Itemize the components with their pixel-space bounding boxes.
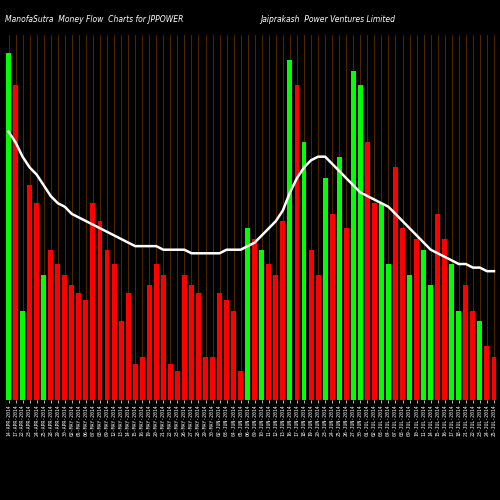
- Bar: [484, 346, 490, 400]
- Bar: [238, 372, 243, 400]
- Bar: [274, 275, 278, 400]
- Bar: [147, 286, 152, 400]
- Bar: [414, 239, 419, 400]
- Bar: [224, 300, 229, 400]
- Bar: [421, 250, 426, 400]
- Bar: [308, 250, 314, 400]
- Bar: [189, 286, 194, 400]
- Bar: [365, 142, 370, 400]
- Bar: [154, 264, 158, 400]
- Bar: [344, 228, 348, 400]
- Bar: [98, 221, 102, 400]
- Bar: [407, 275, 412, 400]
- Bar: [132, 364, 138, 400]
- Bar: [126, 292, 130, 400]
- Bar: [112, 264, 116, 400]
- Bar: [456, 310, 462, 400]
- Bar: [316, 275, 320, 400]
- Bar: [450, 264, 454, 400]
- Bar: [168, 364, 173, 400]
- Bar: [294, 85, 300, 400]
- Bar: [231, 310, 236, 400]
- Bar: [464, 286, 468, 400]
- Bar: [182, 275, 187, 400]
- Bar: [336, 156, 342, 400]
- Bar: [140, 357, 144, 400]
- Bar: [393, 168, 398, 400]
- Text: Jaiprakash  Power Ventures Limited: Jaiprakash Power Ventures Limited: [260, 15, 395, 24]
- Bar: [118, 322, 124, 400]
- Bar: [217, 292, 222, 400]
- Bar: [330, 214, 334, 400]
- Bar: [470, 310, 476, 400]
- Bar: [196, 292, 201, 400]
- Bar: [428, 286, 433, 400]
- Bar: [56, 264, 60, 400]
- Bar: [288, 60, 292, 400]
- Bar: [302, 142, 306, 400]
- Bar: [372, 203, 377, 400]
- Bar: [27, 186, 32, 400]
- Bar: [358, 85, 363, 400]
- Bar: [379, 203, 384, 400]
- Bar: [175, 372, 180, 400]
- Bar: [246, 228, 250, 400]
- Bar: [6, 53, 11, 400]
- Bar: [492, 357, 496, 400]
- Bar: [478, 322, 482, 400]
- Bar: [266, 264, 272, 400]
- Bar: [104, 250, 110, 400]
- Bar: [62, 275, 68, 400]
- Bar: [435, 214, 440, 400]
- Bar: [48, 250, 53, 400]
- Bar: [41, 275, 46, 400]
- Bar: [70, 286, 74, 400]
- Bar: [322, 178, 328, 400]
- Bar: [260, 250, 264, 400]
- Bar: [161, 275, 166, 400]
- Bar: [34, 203, 39, 400]
- Bar: [90, 203, 96, 400]
- Bar: [442, 239, 447, 400]
- Text: ManofaSutra  Money Flow  Charts for JPPOWER: ManofaSutra Money Flow Charts for JPPOWE…: [5, 15, 184, 24]
- Bar: [84, 300, 88, 400]
- Bar: [76, 292, 82, 400]
- Bar: [351, 71, 356, 400]
- Bar: [20, 310, 25, 400]
- Bar: [13, 85, 18, 400]
- Bar: [203, 357, 208, 400]
- Bar: [252, 239, 257, 400]
- Bar: [280, 221, 285, 400]
- Bar: [400, 228, 405, 400]
- Bar: [386, 264, 391, 400]
- Bar: [210, 357, 215, 400]
